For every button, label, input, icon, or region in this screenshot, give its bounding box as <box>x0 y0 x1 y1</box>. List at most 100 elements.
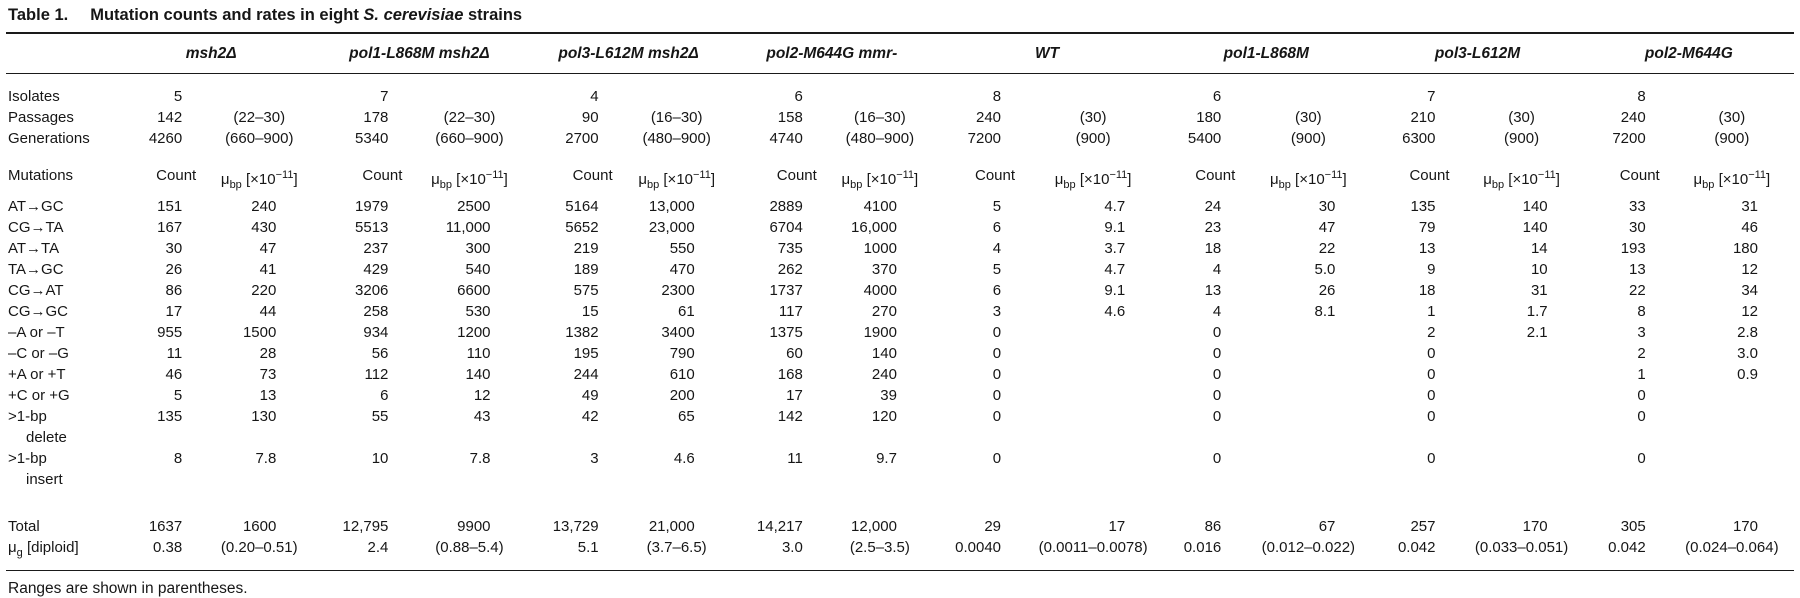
rate-cell: 34 <box>1741 282 1758 299</box>
rate-column-header: μbp [×10−11] <box>1025 165 1161 196</box>
count-column-header: Count <box>1619 167 1660 184</box>
count-cell: 11 <box>787 450 803 467</box>
rate-cell <box>1245 364 1371 385</box>
rate-cell: 4000 <box>863 282 897 299</box>
count-cell: 0 <box>1637 408 1646 425</box>
mu-subscript: bp <box>1063 179 1076 191</box>
count-cell: 15 <box>581 303 599 320</box>
rate-cell: (30) <box>1718 109 1746 126</box>
rate-column-header: μbp [×10−11] <box>206 165 312 196</box>
strain-header: pol3-L612M <box>1371 33 1584 74</box>
count-cell: 3 <box>590 450 599 467</box>
count-cell: 4 <box>590 88 599 105</box>
rate-cell: 31 <box>1741 198 1758 215</box>
spacer-cell <box>6 490 1794 516</box>
rate-cell: 44 <box>259 303 277 320</box>
species-name: S. cerevisiae <box>363 6 464 24</box>
rate-cell: (16–30) <box>650 109 703 126</box>
row-label: AT→TA <box>8 240 60 257</box>
rate-cell <box>1245 322 1371 343</box>
mu-symbol: μ <box>1483 171 1492 188</box>
rate-cell: 7.8 <box>469 450 491 467</box>
row-label-line2: insert <box>26 471 63 488</box>
rate-cell: 1900 <box>863 324 897 341</box>
mu-symbol: μ <box>8 539 17 556</box>
rate-bracket: ] <box>1555 171 1560 188</box>
rate-cell: 240 <box>871 366 897 383</box>
mu-symbol: μ <box>638 171 647 188</box>
rate-cell: 220 <box>251 282 277 299</box>
count-cell: 7 <box>380 88 389 105</box>
count-cell: 5400 <box>1187 130 1222 147</box>
rate-cell: (900) <box>1714 130 1750 147</box>
count-cell: 193 <box>1620 240 1646 257</box>
count-cell: 5652 <box>565 219 599 236</box>
count-cell: 5 <box>992 198 1002 215</box>
count-cell: 240 <box>1620 109 1646 126</box>
table-caption-text: Mutation counts and rates in eight <box>90 6 364 24</box>
count-cell: 0 <box>992 408 1002 425</box>
rate-cell: 61 <box>678 303 695 320</box>
row-generations: Generations 4260 (660–900) 5340 (660–900) 270… <box>6 128 1794 149</box>
count-cell: 6 <box>992 282 1002 299</box>
count-cell: 0.38 <box>110 537 207 571</box>
count-cell: 1 <box>1637 366 1646 383</box>
spacer-cell <box>6 149 1794 165</box>
count-cell: 955 <box>157 324 183 341</box>
count-cell: 30 <box>1629 219 1646 236</box>
row-isolates: Isolates 5 7 4 6 8 6 7 8 <box>6 74 1794 108</box>
rate-cell: 9.1 <box>1104 282 1126 299</box>
rate-cell: 170 <box>1732 518 1758 535</box>
rate-times: [×10 <box>1290 171 1325 188</box>
rate-cell <box>1025 385 1161 406</box>
count-column-header: Count <box>975 167 1016 184</box>
rate-times: [×10 <box>1504 171 1538 188</box>
mutation-table: msh2Δ pol1-L868M msh2Δ pol3-L612M msh2Δ pol… <box>6 32 1794 571</box>
row-label: Passages <box>8 109 74 126</box>
count-cell: 6 <box>992 219 1002 236</box>
rate-cell: 140 <box>1522 219 1548 236</box>
count-cell: 2.4 <box>312 537 413 571</box>
rate-cell: 8.1 <box>1314 303 1336 320</box>
mu-subscript: bp <box>850 179 863 191</box>
count-cell: 0 <box>1427 345 1436 362</box>
rate-cell: (900) <box>1504 130 1540 147</box>
rate-cell: 2500 <box>457 198 491 215</box>
rate-cell: 46 <box>1741 219 1758 236</box>
rate-cell: 43 <box>473 408 491 425</box>
count-cell: 49 <box>581 387 599 404</box>
row-label: +C or +G <box>8 387 70 404</box>
rate-cell <box>1245 406 1371 448</box>
row-total: Total 1637 1600 12,795 9900 13,729 21,000 14,21… <box>6 516 1794 537</box>
rate-cell <box>1670 406 1794 448</box>
row-label: Generations <box>8 130 90 147</box>
rate-cell: 530 <box>465 303 491 320</box>
count-cell: 26 <box>165 261 183 278</box>
rate-cell: 550 <box>669 240 695 257</box>
row-label-line1: >1-bp <box>8 450 47 467</box>
count-cell: 4 <box>992 240 1002 257</box>
rate-cell: 180 <box>1732 240 1758 257</box>
rate-cell: 17 <box>1108 518 1126 535</box>
row-label: –C or –G <box>8 345 69 362</box>
mu-subscript: bp <box>439 179 453 191</box>
rate-bracket: ] <box>710 171 716 188</box>
row-ins-a-t: +A or +T 46 73 112 140 244 610 168 240 0 0 0 1 0.9 <box>6 364 1794 385</box>
count-cell: 934 <box>363 324 389 341</box>
row-label: CG→AT <box>8 282 64 299</box>
rate-cell: 9.7 <box>876 450 897 467</box>
rate-cell: 110 <box>466 345 491 362</box>
count-cell: 189 <box>573 261 599 278</box>
count-cell: 46 <box>165 366 183 383</box>
rate-cell: (16–30) <box>854 109 906 126</box>
count-cell: 0 <box>1637 450 1646 467</box>
rate-exponent: −11 <box>693 169 711 181</box>
rate-column-header: μbp [×10−11] <box>1670 165 1794 196</box>
count-cell: 2 <box>1637 345 1646 362</box>
count-cell: 1737 <box>769 282 803 299</box>
mu-subscript: g <box>16 547 23 559</box>
rate-cell <box>827 74 933 108</box>
mu-symbol: μ <box>1693 171 1703 188</box>
count-cell: 0 <box>992 450 1002 467</box>
rate-cell: 12 <box>1741 261 1758 278</box>
